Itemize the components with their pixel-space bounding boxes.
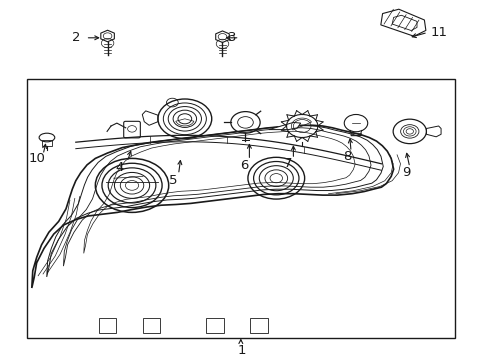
Text: 5: 5 <box>169 174 178 186</box>
Bar <box>250 318 267 333</box>
Bar <box>99 318 116 333</box>
Text: 10: 10 <box>28 152 45 165</box>
Polygon shape <box>101 30 114 42</box>
Bar <box>27 79 454 338</box>
Bar <box>206 318 224 333</box>
Bar <box>42 140 52 146</box>
Text: 7: 7 <box>284 157 292 170</box>
Polygon shape <box>268 122 300 130</box>
Polygon shape <box>380 9 425 36</box>
Text: 2: 2 <box>71 31 80 44</box>
Text: 6: 6 <box>240 159 248 172</box>
Text: 9: 9 <box>401 166 409 179</box>
Text: 1: 1 <box>237 345 246 357</box>
Text: 11: 11 <box>429 26 447 39</box>
Bar <box>142 318 160 333</box>
Text: 3: 3 <box>227 31 236 44</box>
Text: 8: 8 <box>342 150 351 163</box>
Polygon shape <box>215 31 229 42</box>
Text: 4: 4 <box>115 161 124 174</box>
